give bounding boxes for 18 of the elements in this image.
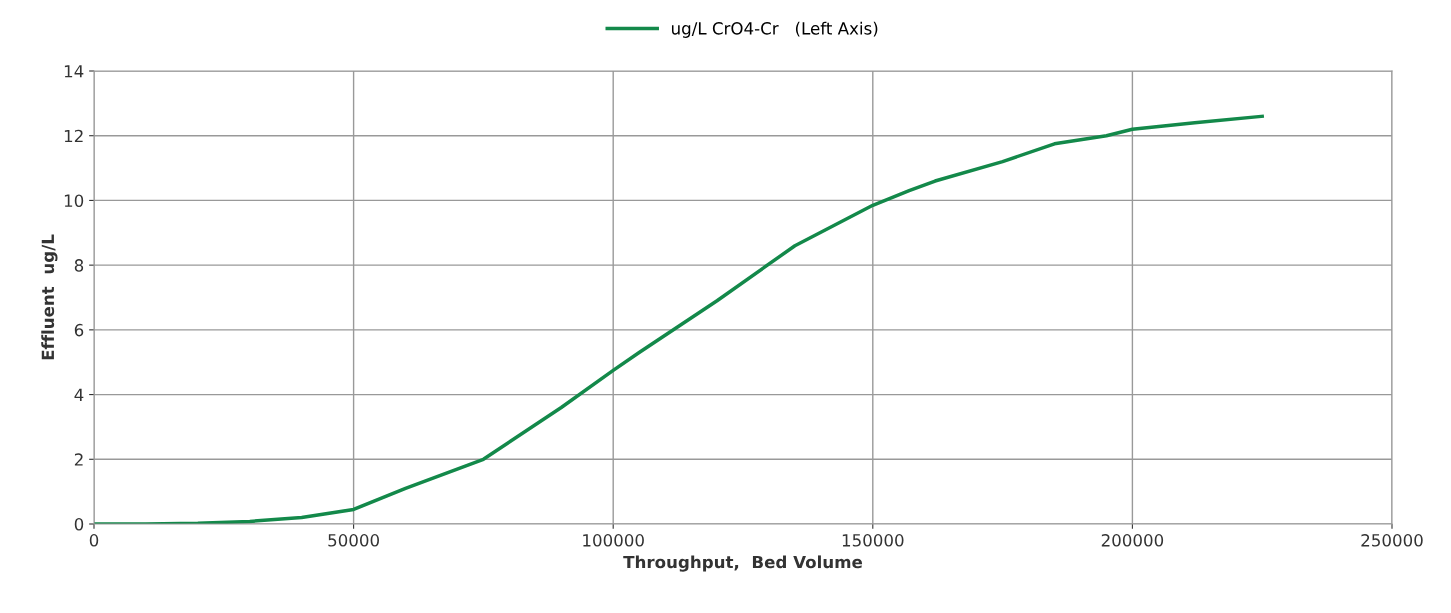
y-tick-label: 10 <box>64 194 84 207</box>
y-tick-label: 14 <box>64 65 84 78</box>
y-tick-label: 4 <box>74 388 84 401</box>
x-tick-label: 200000 <box>1101 534 1164 547</box>
y-tick-label: 2 <box>74 453 83 466</box>
y-tick-label: 8 <box>74 259 84 272</box>
x-tick-label: 150000 <box>842 534 904 547</box>
y-tick-label: 12 <box>64 129 83 143</box>
y-axis-title: Effluent ug/L <box>41 234 58 360</box>
y-tick-label: 6 <box>74 323 84 337</box>
legend-label: ug/L CrO4-Cr (Left Axis) <box>671 21 878 38</box>
x-tick-label: 100000 <box>583 534 644 547</box>
x-tick-label: 50000 <box>328 534 379 547</box>
x-axis-title: Throughput, Bed Volume <box>623 555 863 572</box>
y-tick-label: 0 <box>74 517 84 531</box>
line-series <box>94 114 1264 524</box>
x-tick-label: 0 <box>89 534 99 547</box>
x-tick-label: 250000 <box>1361 534 1423 547</box>
